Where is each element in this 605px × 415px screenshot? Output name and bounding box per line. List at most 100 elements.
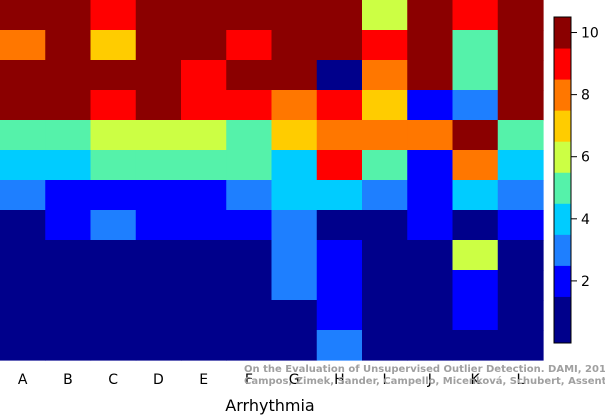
heatmap-cell-K-12	[452, 330, 499, 361]
heatmap-cell-C-10	[90, 270, 137, 301]
heatmap-cell-J-8	[407, 210, 454, 241]
heatmap-cell-J-2	[407, 30, 454, 61]
heatmap-cell-E-3	[181, 60, 227, 91]
heatmap-cell-A-4	[0, 90, 46, 121]
heatmap-cell-B-5	[45, 120, 92, 151]
heatmap-cell-I-9	[362, 240, 408, 271]
heatmap-cell-J-6	[407, 150, 454, 181]
heatmap-cell-G-5	[271, 120, 318, 151]
colorbar-segment-8	[554, 79, 571, 111]
heatmap-cell-A-6	[0, 150, 46, 181]
heatmap-cell-F-5	[226, 120, 273, 151]
heatmap-cell-I-1	[362, 0, 408, 31]
heatmap-cell-F-10	[226, 270, 273, 301]
heatmap-cell-L-2	[497, 30, 544, 61]
heatmap-cell-H-5	[316, 120, 363, 151]
heatmap-cell-H-8	[316, 210, 363, 241]
x-tick-label-B: B	[63, 372, 73, 388]
heatmap-cell-D-4	[135, 90, 182, 121]
x-axis-label: Arrhythmia	[225, 396, 314, 415]
heatmap-cell-K-1	[452, 0, 499, 31]
colorbar-segment-6	[554, 141, 571, 173]
heatmap-cell-C-3	[90, 60, 137, 91]
colorbar-segment-1	[554, 296, 571, 344]
heatmap-cell-C-8	[90, 210, 137, 241]
heatmap-cell-G-1	[271, 0, 318, 31]
heatmap-cell-C-6	[90, 150, 137, 181]
heatmap-cell-J-12	[407, 330, 454, 361]
x-tick-label-A: A	[18, 372, 28, 388]
heatmap-cell-A-2	[0, 30, 46, 61]
heatmap-cell-G-9	[271, 240, 318, 271]
heatmap-cell-E-9	[181, 240, 227, 271]
heatmap-cell-E-2	[181, 30, 227, 61]
heatmap-cells	[0, 0, 544, 361]
heatmap-cell-B-1	[45, 0, 92, 31]
heatmap-cell-G-6	[271, 150, 318, 181]
colorbar-tick-label-4: 4	[581, 212, 590, 228]
heatmap-cell-F-9	[226, 240, 273, 271]
heatmap-cell-D-7	[135, 180, 182, 211]
heatmap-cell-K-8	[452, 210, 499, 241]
heatmap-cell-J-9	[407, 240, 454, 271]
heatmap-cell-I-10	[362, 270, 408, 301]
heatmap-cell-E-6	[181, 150, 227, 181]
heatmap-cell-I-5	[362, 120, 408, 151]
heatmap-cell-J-10	[407, 270, 454, 301]
heatmap-cell-H-7	[316, 180, 363, 211]
colorbar-segment-9	[554, 48, 571, 80]
heatmap-cell-I-4	[362, 90, 408, 121]
heatmap-cell-D-10	[135, 270, 182, 301]
heatmap-cell-K-5	[452, 120, 499, 151]
heatmap-cell-G-10	[271, 270, 318, 301]
heatmap-cell-C-2	[90, 30, 137, 61]
heatmap-cell-F-6	[226, 150, 273, 181]
heatmap-cell-E-1	[181, 0, 227, 31]
heatmap-cell-G-4	[271, 90, 318, 121]
heatmap-cell-H-11	[316, 300, 363, 331]
x-tick-label-F: F	[245, 372, 253, 388]
heatmap-cell-K-2	[452, 30, 499, 61]
heatmap-cell-B-6	[45, 150, 92, 181]
colorbar-segment-5	[554, 172, 571, 204]
heatmap-cell-L-6	[497, 150, 544, 181]
heatmap-cell-E-11	[181, 300, 227, 331]
heatmap-cell-F-8	[226, 210, 273, 241]
heatmap-cell-G-2	[271, 30, 318, 61]
heatmap-cell-I-8	[362, 210, 408, 241]
heatmap-cell-C-4	[90, 90, 137, 121]
heatmap-cell-J-11	[407, 300, 454, 331]
heatmap-cell-B-10	[45, 270, 92, 301]
heatmap-cell-G-8	[271, 210, 318, 241]
heatmap-cell-L-10	[497, 270, 544, 301]
heatmap-cell-A-8	[0, 210, 46, 241]
x-tick-label-D: D	[153, 372, 164, 388]
heatmap-cell-B-8	[45, 210, 92, 241]
heatmap-cell-L-7	[497, 180, 544, 211]
colorbar-segment-4	[554, 203, 571, 235]
heatmap-cell-D-8	[135, 210, 182, 241]
heatmap-cell-E-7	[181, 180, 227, 211]
heatmap-cell-H-12	[316, 330, 363, 361]
heatmap-cell-G-11	[271, 300, 318, 331]
heatmap-cell-L-12	[497, 330, 544, 361]
heatmap-cell-H-6	[316, 150, 363, 181]
heatmap-cell-D-6	[135, 150, 182, 181]
heatmap-cell-J-4	[407, 90, 454, 121]
heatmap-cell-L-5	[497, 120, 544, 151]
heatmap-cell-F-4	[226, 90, 273, 121]
x-tick-label-J: J	[427, 372, 432, 388]
heatmap-cell-A-12	[0, 330, 46, 361]
heatmap-cell-H-10	[316, 270, 363, 301]
heatmap-cell-E-10	[181, 270, 227, 301]
heatmap-cell-J-7	[407, 180, 454, 211]
heatmap-cell-D-5	[135, 120, 182, 151]
heatmap-cell-I-3	[362, 60, 408, 91]
x-tick-label-G: G	[289, 372, 300, 388]
heatmap-cell-E-8	[181, 210, 227, 241]
heatmap-cell-A-11	[0, 300, 46, 331]
heatmap-cell-B-3	[45, 60, 92, 91]
heatmap-cell-A-7	[0, 180, 46, 211]
heatmap-cell-K-6	[452, 150, 499, 181]
